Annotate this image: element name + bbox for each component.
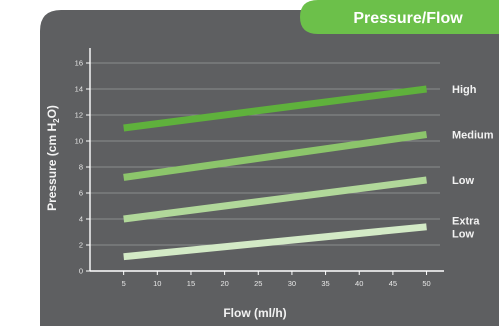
header-tab bbox=[300, 0, 499, 34]
x-tick-label: 20 bbox=[220, 279, 228, 288]
series-line bbox=[123, 131, 428, 181]
axes bbox=[86, 48, 444, 275]
x-tick-label: 15 bbox=[187, 279, 195, 288]
x-tick-label: 50 bbox=[422, 279, 430, 288]
y-axis-title: Pressure (cm H2O) bbox=[45, 105, 61, 211]
y-tick-label: 16 bbox=[75, 59, 83, 68]
series-label: Low bbox=[452, 175, 474, 187]
y-tick-label: 8 bbox=[79, 163, 83, 172]
y-tick-label: 2 bbox=[79, 241, 83, 250]
tick-labels: 0 2 4 6 8 10 12 14 16 5 10 15 20 25 30 35 40 45 50 bbox=[75, 59, 431, 289]
y-tick-label: 10 bbox=[75, 137, 83, 146]
series-line bbox=[123, 176, 427, 223]
series-label: Extra Low bbox=[452, 215, 480, 240]
x-tick-label: 5 bbox=[122, 279, 126, 288]
x-tick-label: 10 bbox=[153, 279, 161, 288]
series-line bbox=[123, 85, 427, 132]
series-label-line: Low bbox=[452, 175, 474, 187]
y-tick-label: 6 bbox=[79, 189, 83, 198]
y-tick-label: 0 bbox=[79, 267, 83, 276]
y-axis-title-subscript: 2 bbox=[52, 118, 61, 123]
y-axis-title-main: Pressure (cm H bbox=[45, 123, 59, 211]
y-axis-title-tail: O) bbox=[45, 105, 59, 118]
series-label-line: High bbox=[452, 84, 477, 96]
x-tick-label: 35 bbox=[321, 279, 329, 288]
series-label-line: Medium bbox=[452, 130, 494, 142]
series-lines bbox=[123, 85, 428, 261]
x-tick-label: 45 bbox=[389, 279, 397, 288]
y-tick-label: 14 bbox=[75, 85, 83, 94]
series-line bbox=[123, 223, 427, 261]
y-tick-label: 12 bbox=[75, 111, 83, 120]
series-label-line: Extra bbox=[452, 215, 480, 227]
y-tick-label: 4 bbox=[79, 215, 83, 224]
x-tick-label: 40 bbox=[355, 279, 363, 288]
x-tick-label: 25 bbox=[254, 279, 262, 288]
header-title: Pressure/Flow bbox=[353, 10, 463, 27]
x-axis-title: Flow (ml/h) bbox=[223, 306, 286, 320]
series-label: Medium bbox=[452, 130, 494, 142]
x-tick-label: 30 bbox=[288, 279, 296, 288]
series-label-line: Low bbox=[452, 228, 474, 240]
series-label: High bbox=[452, 84, 477, 96]
